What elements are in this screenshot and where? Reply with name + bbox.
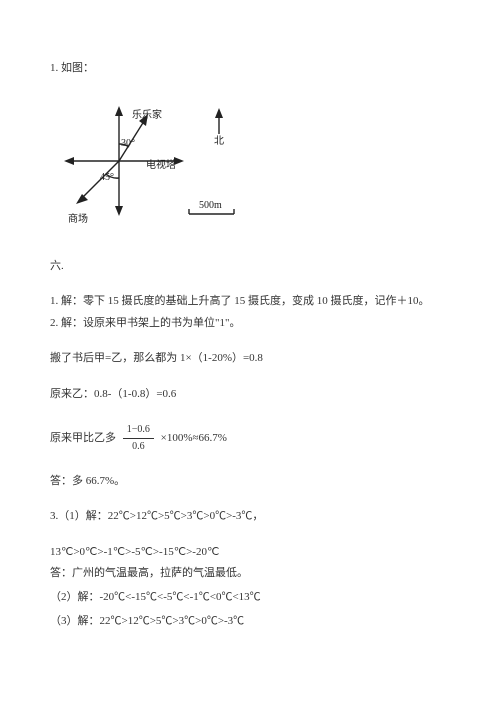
s6-p4: 原来乙：0.8-（1-0.8）=0.6 bbox=[50, 386, 450, 404]
angle-45: 45° bbox=[100, 172, 114, 183]
s6-p8: 13℃>0℃>-1℃>-5℃>-15℃>-20℃ bbox=[50, 544, 450, 562]
fraction: 1−0.6 0.6 bbox=[123, 422, 154, 455]
position-diagram: 乐乐家 30° 45° 电视塔 商场 北 500m bbox=[54, 96, 450, 236]
angle-30: 30° bbox=[121, 138, 135, 149]
s6-p11: （3）解：22℃>12℃>5℃>3℃>0℃>-3℃ bbox=[50, 613, 450, 631]
fraction-den: 0.6 bbox=[123, 439, 154, 455]
label-mall: 商场 bbox=[68, 212, 88, 225]
s6-p5-prefix: 原来甲比乙多 bbox=[50, 432, 116, 444]
s6-p9: 答：广州的气温最高，拉萨的气温最低。 bbox=[50, 565, 450, 583]
s6-p1: 1. 解：零下 15 摄氏度的基础上升高了 15 摄氏度，变成 10 摄氏度，记… bbox=[50, 293, 450, 311]
s6-p3: 搬了书后甲=乙，那么都为 1×（1-20%）=0.8 bbox=[50, 350, 450, 368]
s6-p7: 3.（1）解：22℃>12℃>5℃>3℃>0℃>-3℃， bbox=[50, 508, 450, 526]
label-tower: 电视塔 bbox=[146, 158, 176, 171]
scale-label: 500m bbox=[199, 200, 222, 211]
label-north: 北 bbox=[214, 135, 224, 147]
s6-p10: （2）解：-20℃<-15℃<-5℃<-1℃<0℃<13℃ bbox=[50, 589, 450, 607]
fraction-num: 1−0.6 bbox=[123, 422, 154, 439]
s6-p2: 2. 解：设原来甲书架上的书为单位"1"。 bbox=[50, 315, 450, 333]
s6-p5-suffix: ×100%≈66.7% bbox=[161, 432, 227, 444]
label-lele: 乐乐家 bbox=[132, 108, 162, 121]
section-6-heading: 六. bbox=[50, 258, 450, 276]
item-1-header: 1. 如图： bbox=[50, 60, 450, 78]
s6-p5-row: 原来甲比乙多 1−0.6 0.6 ×100%≈66.7% bbox=[50, 422, 450, 455]
s6-p6: 答：多 66.7%。 bbox=[50, 473, 450, 491]
